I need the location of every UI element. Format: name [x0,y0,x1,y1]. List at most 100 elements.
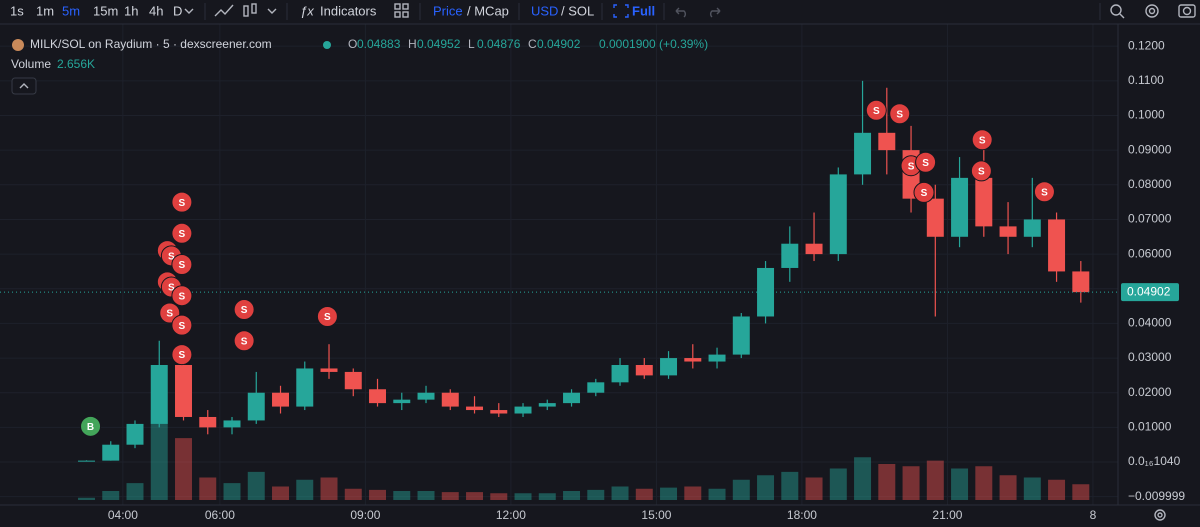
trade-marker-label: S [179,198,186,209]
trade-marker[interactable] [233,299,255,321]
trade-marker[interactable] [915,151,937,173]
candle-body [684,358,702,362]
candle-body [538,403,556,407]
usd-toggle[interactable]: USD [531,3,558,18]
trade-marker-label: S [873,106,880,117]
trade-marker[interactable] [971,129,993,151]
volume-bar [126,483,144,500]
candle-body [417,392,435,400]
trade-marker[interactable] [171,191,193,213]
candle-body [563,392,581,404]
layout-icon[interactable] [394,3,409,18]
candle-body [369,389,387,404]
line-chart-icon[interactable] [214,4,234,17]
candle-body [1072,271,1090,293]
volume-bar [175,438,192,500]
y-tick-label: 0.09000 [1128,142,1172,156]
y-tick-label: 0.02000 [1128,385,1172,399]
ohlc-key: H [408,37,417,51]
volume-bar [587,489,605,500]
trade-marker-label: S [908,161,915,172]
candle-body [854,132,872,175]
volume-bar [296,479,314,500]
interval-button[interactable]: 5m [62,3,80,18]
trade-marker[interactable] [171,344,193,366]
token-icon [12,39,24,51]
interval-button[interactable]: 1s [10,3,24,18]
indicators-button[interactable]: Indicators [320,3,377,18]
redo-icon[interactable] [710,7,721,18]
caret-icon [267,8,277,14]
search-icon[interactable] [1110,4,1125,19]
collapse-button[interactable] [11,77,37,95]
ohlc-value: 0.04902 [537,37,581,51]
volume-value: 2.656K [57,57,95,71]
volume-bar [878,464,896,500]
camera-icon[interactable] [1178,4,1196,18]
fx-icon[interactable]: ƒx [300,3,314,18]
trade-marker[interactable] [1033,181,1055,203]
full-button[interactable]: Full [632,3,655,18]
candle-body [223,420,241,428]
trade-marker[interactable] [889,103,911,125]
x-tick-label: 12:00 [496,508,526,522]
interval-button[interactable]: D [173,3,182,18]
volume-bar [490,493,508,500]
x-tick-label: 8 [1090,508,1097,522]
candle-body [344,371,362,390]
volume-bar [369,489,387,500]
fullscreen-icon[interactable] [613,4,629,18]
ohlc-value: 0.04952 [417,37,461,51]
candle-body [441,392,459,407]
volume-bar [829,468,847,500]
trade-marker[interactable] [171,222,193,244]
interval-button[interactable]: 15m [93,3,118,18]
mcap-toggle[interactable]: / MCap [467,3,509,18]
trade-marker-label: S [179,260,186,271]
sol-toggle[interactable]: / SOL [561,3,594,18]
trade-marker[interactable] [233,330,255,352]
trade-marker[interactable] [913,181,935,203]
change-value: 0.0001900 (+0.39%) [599,37,708,51]
caret-icon [184,8,194,14]
candle-body [78,460,95,462]
candle-icon[interactable] [243,3,257,17]
y-tick-label: 0.06000 [1128,246,1172,260]
volume-bar [78,497,95,500]
undo-icon[interactable] [675,7,686,18]
trade-marker-label: S [179,291,186,302]
candle-body [199,416,217,428]
interval-button[interactable]: 1m [36,3,54,18]
interval-button[interactable]: 4h [149,3,163,18]
trade-marker[interactable] [171,314,193,336]
trade-marker-label: S [241,305,248,316]
interval-button[interactable]: 1h [124,3,138,18]
volume-bar [951,468,969,500]
volume-bar [150,410,168,500]
ohlc-key: O [348,37,357,51]
last-price-tag [1121,283,1179,302]
trade-marker[interactable] [80,415,102,437]
price-toggle[interactable]: Price [433,3,463,18]
y-tick-label: 0.1200 [1128,38,1165,52]
trade-marker-label: S [896,109,903,120]
x-tick-label: 21:00 [932,508,962,522]
trade-marker[interactable] [316,305,338,327]
settings-icon[interactable] [1145,4,1159,18]
candle-body [175,364,192,417]
trade-marker[interactable] [171,285,193,307]
interval-group: 1s 1m 5m 15m 1h 4h D [10,3,182,18]
volume-bar [272,486,289,500]
volume-bar [393,491,411,500]
candle-body [878,132,896,151]
trade-marker-label: S [979,135,986,146]
volume-bar [417,491,435,500]
candle-body [150,364,168,424]
time-settings-icon[interactable] [1154,509,1166,521]
trade-marker[interactable] [865,99,887,121]
trade-marker[interactable] [171,254,193,275]
trade-marker[interactable] [970,160,992,182]
